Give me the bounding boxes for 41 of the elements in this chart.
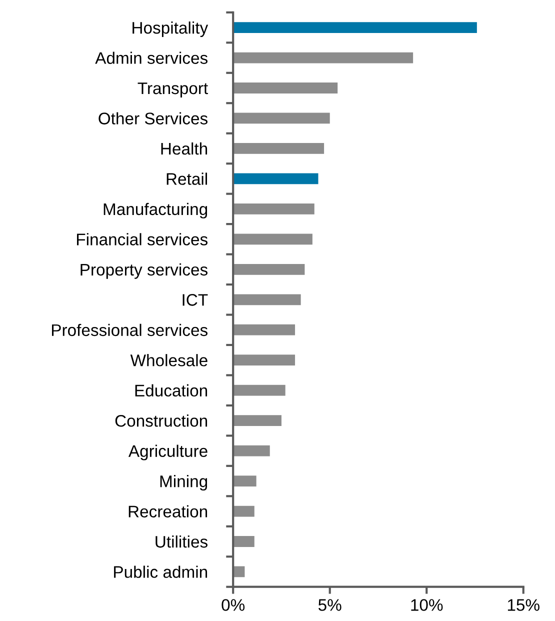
y-tick-label: Retail: [166, 172, 207, 185]
bar: [233, 52, 414, 64]
bar: [233, 506, 254, 517]
y-tick-label: Property services: [80, 263, 208, 279]
y-tick-label: Admin services: [95, 52, 208, 64]
y-tick-label: ICT: [182, 294, 208, 306]
y-tick-label: Financial services: [77, 233, 208, 246]
y-tick-label: Public admin: [114, 566, 208, 578]
bar: [233, 445, 270, 456]
y-tick-label: Transport: [138, 82, 208, 98]
bar: [233, 476, 256, 486]
y-tick-label: Professional services: [52, 324, 208, 336]
bar: [233, 264, 305, 275]
bar: [233, 173, 318, 184]
bar: [233, 22, 477, 33]
y-tick-label: Hospitality: [132, 21, 208, 38]
bar: [233, 384, 286, 396]
y-tick-label: Education: [135, 384, 208, 397]
y-tick-label: Manufacturing: [104, 202, 208, 218]
y-tick-label: Other Services: [98, 112, 208, 124]
y-tick-label: Health: [161, 142, 208, 155]
bar: [233, 294, 301, 306]
bar: [233, 143, 324, 154]
bar: [233, 536, 254, 547]
bar: [233, 112, 330, 124]
bar: [233, 324, 296, 336]
bar: [233, 82, 338, 94]
x-tick-label: 0%: [222, 599, 245, 611]
x-tick-label: 15%: [508, 599, 540, 611]
y-tick-label: Agriculture: [128, 444, 208, 460]
x-tick-label: 10%: [411, 599, 443, 611]
x-tick-label: 5%: [318, 599, 342, 611]
y-tick-label: Mining: [160, 474, 208, 491]
y-tick-label: Construction: [115, 414, 208, 427]
y-tick-label: Recreation: [128, 505, 208, 518]
y-tick-label: Utilities: [156, 535, 208, 548]
bar: [233, 354, 296, 366]
bar: [233, 415, 282, 426]
bar: [233, 203, 314, 214]
bar: [233, 234, 312, 245]
y-tick-label: Wholesale: [130, 354, 208, 366]
